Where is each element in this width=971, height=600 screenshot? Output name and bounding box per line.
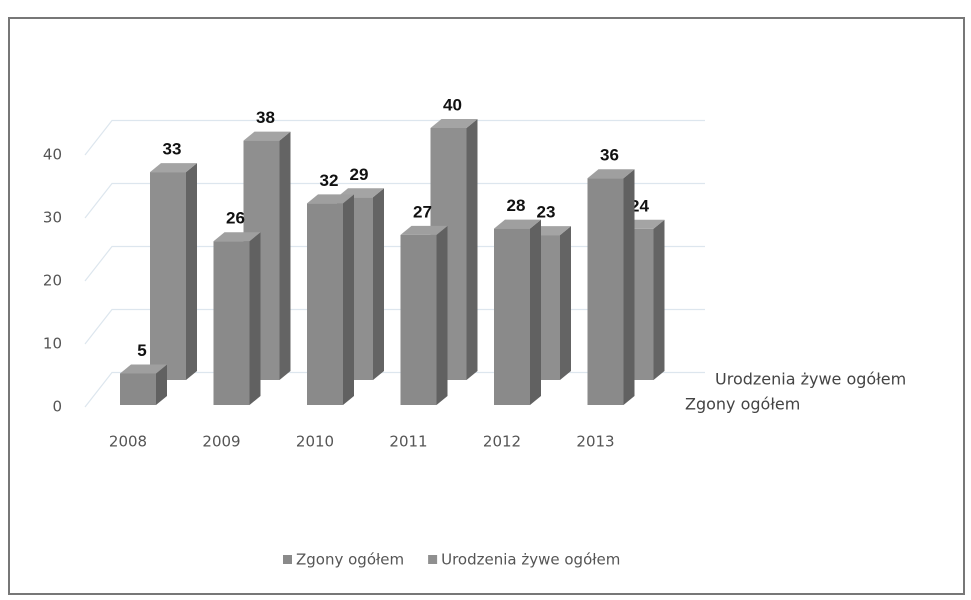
y-tick-label: 20 [43,272,62,290]
bar-side [653,219,665,380]
bar-side [343,194,354,405]
bar-front [494,228,530,405]
value-label: 29 [350,165,369,184]
x-tick-label: 2009 [202,433,240,451]
bar-side [249,232,261,405]
bar [400,225,448,405]
value-label: 32 [320,171,339,190]
bar-top [494,219,541,229]
legend-label: Zgony ogółem [296,551,404,569]
value-label: 36 [600,146,619,165]
value-label: 26 [226,209,245,228]
x-tick-label: 2012 [483,433,521,451]
depth-label: Urodzenia żywe ogółem [715,370,906,389]
value-label: 5 [137,341,146,360]
bar-front [150,172,186,380]
bar-top [150,163,197,173]
value-label: 27 [413,202,432,221]
bar-side [373,188,384,380]
bar-top [587,169,635,179]
grid-line [84,182,705,219]
bar-front [400,234,437,405]
bar-side [530,219,541,405]
bar [120,364,167,405]
bar-top [120,364,167,374]
bar [587,169,635,405]
bar-side [186,163,197,380]
bar-side [436,225,448,405]
y-tick-label: 30 [43,209,62,227]
x-tick-label: 2013 [576,433,614,451]
x-tick-label: 2010 [296,433,334,451]
bar [494,219,541,405]
bar-top [243,131,291,141]
x-tick-label: 2008 [109,433,147,451]
legend-swatch [428,555,438,564]
bar [213,232,261,405]
value-label: 24 [630,196,649,215]
y-tick-label: 10 [43,335,62,353]
bar-top [213,232,261,242]
x-tick-label: 2011 [389,433,427,451]
value-label: 40 [443,95,462,114]
bar-top [400,225,448,235]
value-label: 38 [256,108,275,127]
y-tick-label: 40 [43,146,62,164]
bar-side [279,131,291,380]
bar-front [307,203,343,405]
bar-side [466,119,478,380]
bar-side [156,364,167,405]
legend-swatch [283,555,292,564]
value-label: 23 [537,203,556,222]
bar-front [587,178,624,405]
y-tick-label: 0 [52,398,62,416]
bar-front [120,373,156,405]
legend-label: Urodzenia żywe ogółem [441,551,620,569]
bar-front [213,241,250,405]
grid-line [84,119,705,156]
bar-side [623,169,635,405]
bar [150,163,197,380]
bar-top [430,119,478,128]
bar-top [307,194,354,204]
depth-label: Zgony ogółem [685,395,800,414]
bar-side [560,226,571,380]
value-label: 28 [507,196,526,215]
value-label: 33 [163,140,182,159]
bar [307,194,354,405]
